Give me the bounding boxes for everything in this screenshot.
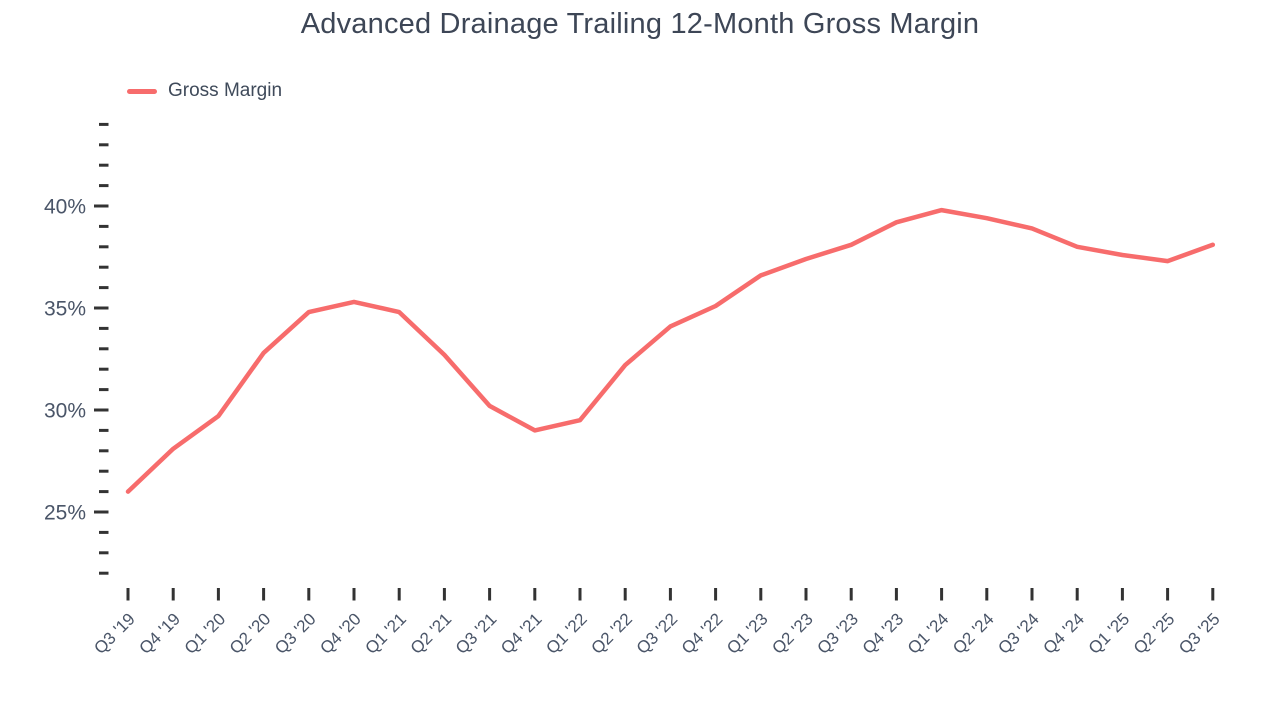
x-axis-label: Q3 '24: [994, 609, 1042, 657]
x-axis-label: Q3 '25: [1175, 609, 1223, 657]
x-axis-label: Q2 '20: [226, 609, 274, 657]
y-axis-label: 30%: [44, 400, 86, 423]
x-axis-label: Q2 '23: [768, 609, 816, 657]
x-axis-label: Q4 '21: [497, 609, 545, 657]
x-axis-label: Q1 '21: [362, 609, 410, 657]
y-axis-label: 35%: [44, 298, 86, 321]
chart-title: Advanced Drainage Trailing 12-Month Gros…: [300, 8, 980, 40]
x-axis-label: Q4 '20: [316, 609, 364, 657]
y-axis-label: 25%: [44, 502, 86, 525]
x-axis-label: Q2 '22: [588, 609, 636, 657]
y-axis-label: 40%: [44, 196, 86, 219]
x-axis-label: Q1 '20: [181, 609, 229, 657]
x-axis-label: Q3 '19: [90, 609, 138, 657]
x-axis-label: Q3 '23: [814, 609, 862, 657]
x-axis-label: Q1 '25: [1085, 609, 1133, 657]
legend-line-swatch: [127, 88, 157, 94]
x-axis-label: Q2 '21: [407, 609, 455, 657]
x-axis-label: Q3 '22: [633, 609, 681, 657]
x-axis-label: Q2 '25: [1130, 609, 1178, 657]
x-axis-label: Q4 '24: [1040, 609, 1088, 657]
legend-label: Gross Margin: [168, 80, 283, 101]
x-axis-label: Q1 '23: [723, 609, 771, 657]
gross-margin-line: [125, 207, 1216, 494]
x-axis-label: Q2 '24: [949, 609, 997, 657]
x-axis-label: Q4 '19: [136, 609, 184, 657]
x-axis-label: Q1 '22: [542, 609, 590, 657]
x-axis-label: Q3 '20: [271, 609, 319, 657]
x-axis-label: Q3 '21: [452, 609, 500, 657]
x-axis-label: Q4 '23: [859, 609, 907, 657]
legend: Gross Margin: [127, 80, 282, 102]
x-axis-label: Q4 '22: [678, 609, 726, 657]
x-axis-label: Q1 '24: [904, 609, 952, 657]
